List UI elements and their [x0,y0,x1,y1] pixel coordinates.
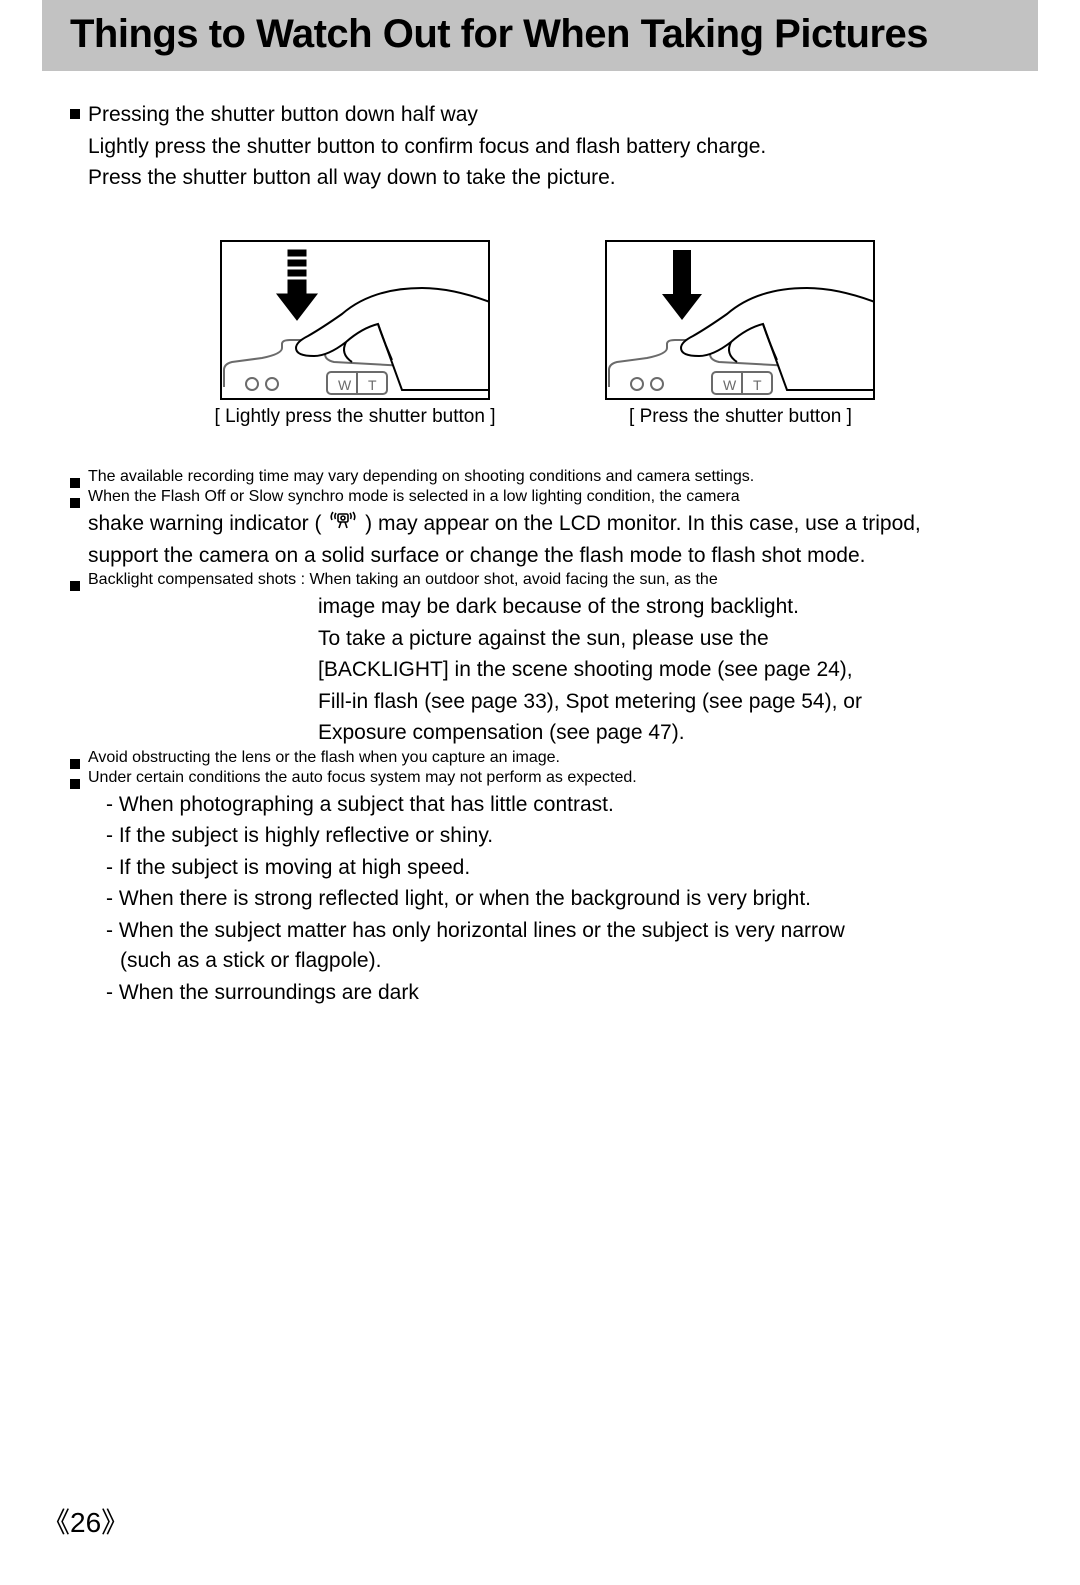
figure-box-right: W T [605,240,875,400]
page-header: Things to Watch Out for When Taking Pict… [42,0,1038,71]
bullet-text: Under certain conditions the auto focus … [88,769,1020,787]
section-2: The available recording time may vary de… [70,468,1020,1009]
figure-left: W T [ Lightly press the shutter button ] [215,240,496,428]
svg-text:T: T [753,377,762,393]
bullet-item: The available recording time may vary de… [70,468,1020,488]
bullet-item: Backlight compensated shots : When takin… [70,571,1020,591]
figure-right: W T [ Press the shutter button ] [605,240,875,428]
bullet-text: Avoid obstructing the lens or the flash … [88,749,1020,767]
bullet-icon [70,759,80,769]
body-line: Lightly press the shutter button to conf… [70,131,1020,163]
half-press-illustration: W T [222,242,490,400]
body-text: shake warning indicator ( [88,512,321,535]
page-number: 《26》 [42,1501,129,1541]
dash-item: - When the surroundings are dark [70,977,1020,1009]
camera-shake-icon [329,508,357,540]
body-line: Fill-in flash (see page 33), Spot meteri… [70,686,1020,718]
bullet-icon [70,109,80,119]
figure-box-left: W T [220,240,490,400]
bullet-icon [70,779,80,789]
dash-item: - When the subject matter has only horiz… [70,915,1020,947]
svg-text:W: W [338,377,352,393]
page-number-value: 26 [70,1507,101,1538]
body-line: support the camera on a solid surface or… [70,540,1020,572]
dash-item: - When there is strong reflected light, … [70,883,1020,915]
page-title: Things to Watch Out for When Taking Pict… [70,12,1010,57]
bullet-text: When the Flash Off or Slow synchro mode … [88,488,1020,506]
section-1: Pressing the shutter button down half wa… [70,99,1020,194]
bullet-icon [70,581,80,591]
dash-item: - If the subject is moving at high speed… [70,852,1020,884]
body-line: [BACKLIGHT] in the scene shooting mode (… [70,654,1020,686]
body-line: Press the shutter button all way down to… [70,162,1020,194]
body-text: ) may appear on the LCD monitor. In this… [365,512,921,535]
bullet-item: When the Flash Off or Slow synchro mode … [70,488,1020,508]
bullet-text: Backlight compensated shots : When takin… [88,571,1020,589]
bullet-item: Under certain conditions the auto focus … [70,769,1020,789]
dash-item-cont: (such as a stick or flagpole). [70,946,1020,977]
bullet-item: Pressing the shutter button down half wa… [70,99,1020,131]
figure-caption-right: [ Press the shutter button ] [629,406,852,428]
page-content: Pressing the shutter button down half wa… [0,71,1080,1009]
bullet-text: The available recording time may vary de… [88,468,1020,486]
body-line: Exposure compensation (see page 47). [70,717,1020,749]
bullet-icon [70,478,80,488]
dash-item: - If the subject is highly reflective or… [70,820,1020,852]
body-line: shake warning indicator ( ) may appe [70,508,1020,540]
bullet-item: Avoid obstructing the lens or the flash … [70,749,1020,769]
bullet-icon [70,498,80,508]
svg-text:W: W [723,377,737,393]
bullet-text: Pressing the shutter button down half wa… [88,99,1020,131]
figures-row: W T [ Lightly press the shutter button ] [70,240,1020,428]
body-line: To take a picture against the sun, pleas… [70,623,1020,655]
full-press-illustration: W T [607,242,875,400]
figure-caption-left: [ Lightly press the shutter button ] [215,406,496,428]
svg-text:T: T [368,377,377,393]
body-line: image may be dark because of the strong … [70,591,1020,623]
dash-item: - When photographing a subject that has … [70,789,1020,821]
